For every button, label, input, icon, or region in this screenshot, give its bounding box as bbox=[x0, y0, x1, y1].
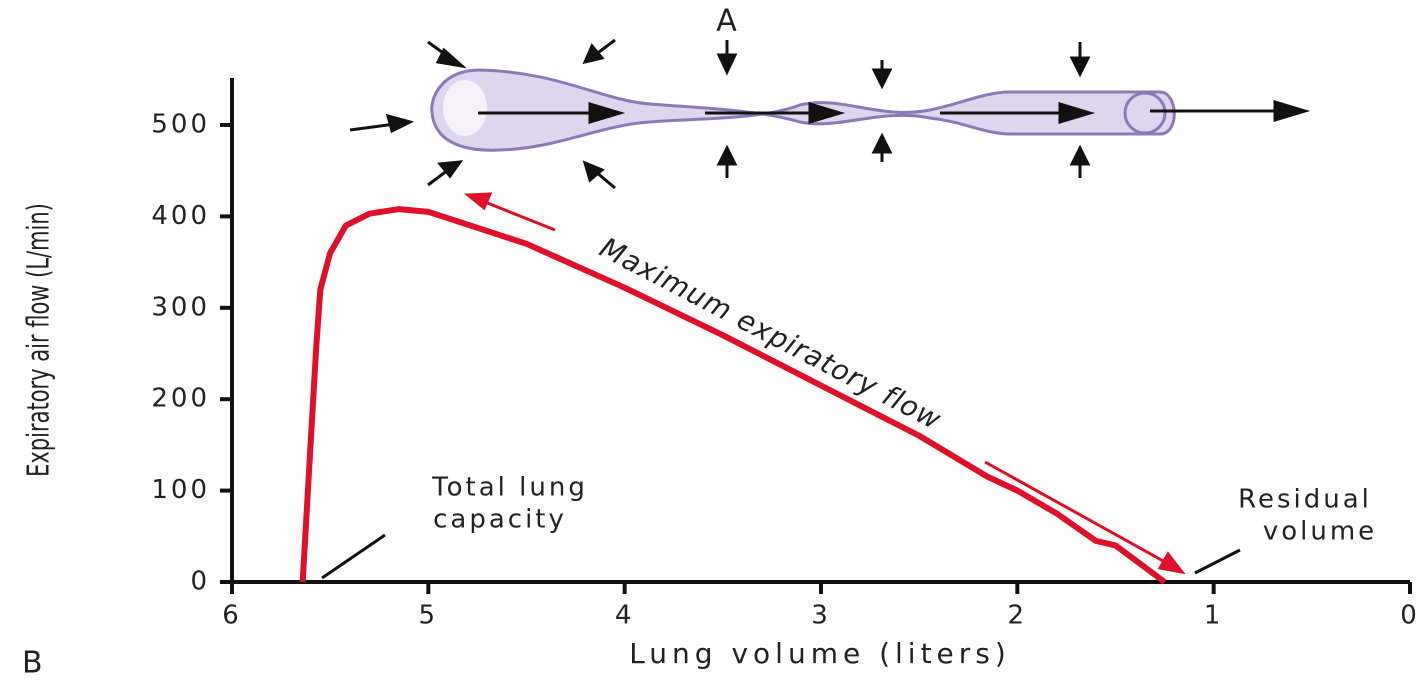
annotation: capacity bbox=[433, 505, 567, 535]
chart: A B Lung volume (liters) Expiratory air … bbox=[0, 0, 1425, 682]
x-tick-label: 3 bbox=[811, 601, 831, 631]
y-tick-label: 200 bbox=[151, 384, 210, 414]
x-tick-label: 4 bbox=[615, 601, 635, 631]
y-tick-label: 0 bbox=[190, 567, 210, 597]
y-tick-label: 500 bbox=[151, 110, 210, 140]
y-tick-label: 300 bbox=[151, 292, 210, 322]
y-tick-label: 100 bbox=[151, 475, 210, 505]
airway-diagram bbox=[350, 40, 1305, 188]
annotation: volume bbox=[1263, 517, 1377, 547]
x-axis-label: Lung volume (liters) bbox=[629, 637, 1011, 670]
pointer bbox=[1195, 550, 1240, 573]
annotation: Residual bbox=[1238, 485, 1372, 515]
y-axis-label: Expiratory air flow (L/min) bbox=[22, 203, 57, 477]
flow-curve bbox=[303, 209, 1165, 582]
y-tick-label: 400 bbox=[151, 201, 210, 231]
x-tick-label: 2 bbox=[1008, 601, 1028, 631]
curve-label: Maximum expiratory flow bbox=[594, 231, 947, 437]
x-tick-label: 1 bbox=[1204, 601, 1224, 631]
pointer bbox=[322, 535, 385, 578]
annotation: Total lung bbox=[431, 473, 588, 503]
x-tick-label: 6 bbox=[222, 601, 242, 631]
x-tick-label: 0 bbox=[1400, 601, 1420, 631]
label-a: A bbox=[716, 4, 740, 39]
label-b: B bbox=[22, 646, 46, 681]
flow-arrows bbox=[468, 194, 1182, 572]
x-tick-label: 5 bbox=[419, 601, 439, 631]
